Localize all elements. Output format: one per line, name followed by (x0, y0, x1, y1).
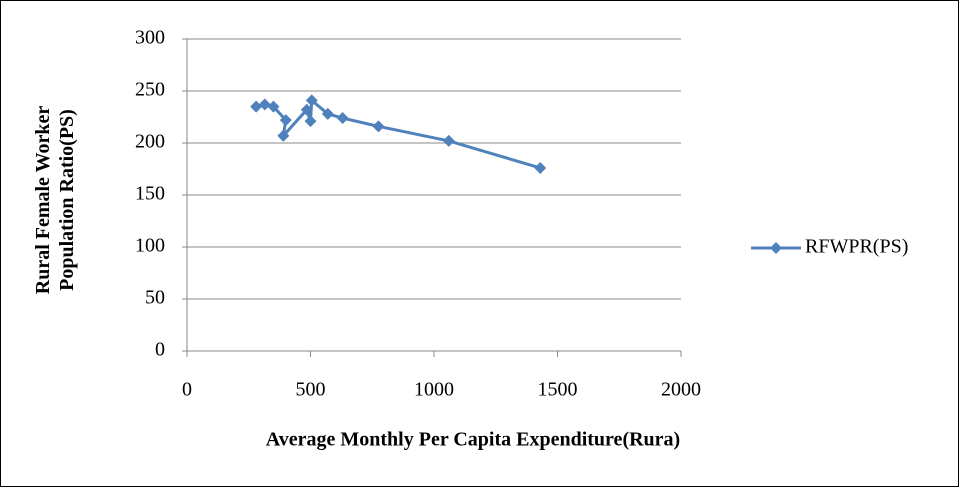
data-point (305, 94, 318, 107)
data-point (534, 161, 547, 174)
legend-marker (770, 242, 782, 254)
data-point (304, 115, 317, 128)
data-point (277, 129, 290, 142)
data-point (258, 98, 271, 111)
data-point (442, 134, 455, 147)
data-point (321, 107, 334, 120)
y-tick-label: 50 (145, 287, 165, 309)
x-tick-label: 0 (182, 379, 192, 401)
y-tick-label: 0 (155, 339, 165, 361)
y-axis-title: Rural Female Worker Population Ratio(PS) (32, 105, 78, 295)
x-tick-label: 2000 (661, 379, 701, 401)
data-point (279, 114, 292, 127)
x-tick-label: 1500 (538, 379, 578, 401)
x-axis-title: Average Monthly Per Capita Expenditure(R… (266, 429, 680, 451)
data-point (250, 100, 263, 113)
data-point (300, 103, 313, 116)
x-tick-label: 1000 (414, 379, 454, 401)
y-tick-label: 100 (135, 235, 165, 257)
series-line (255, 97, 541, 170)
y-tick-label: 300 (135, 27, 165, 49)
legend-label: RFWPR(PS) (805, 236, 908, 258)
data-point (336, 112, 349, 125)
y-tick-label: 250 (135, 79, 165, 101)
data-point (372, 120, 385, 133)
y-tick-label: 150 (135, 183, 165, 205)
y-tick-label: 200 (135, 131, 165, 153)
data-point (267, 100, 280, 113)
x-tick-label: 500 (296, 379, 326, 401)
